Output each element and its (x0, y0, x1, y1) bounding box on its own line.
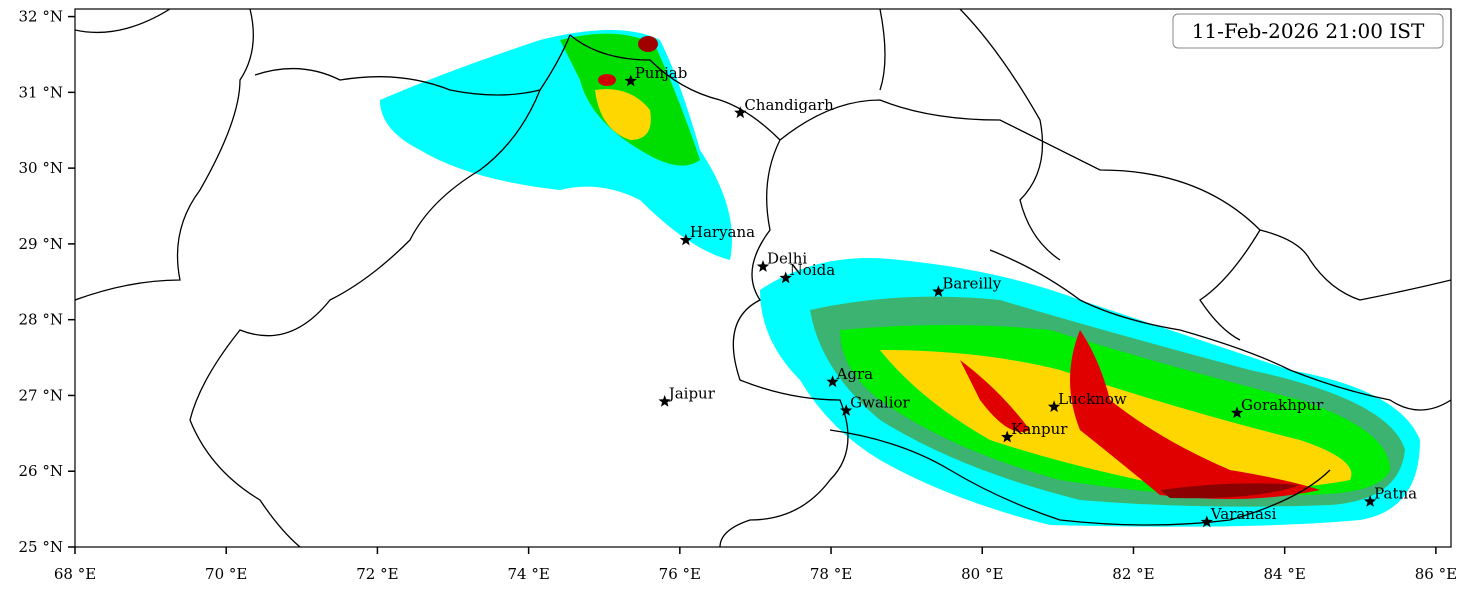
x-tick-label: 82 °E (1112, 565, 1154, 583)
se-band (760, 258, 1420, 527)
city-label: Gwalior (850, 394, 910, 412)
city-label: Haryana (690, 223, 755, 241)
y-tick-label: 31 °N (19, 83, 63, 101)
x-tick-label: 72 °E (356, 565, 398, 583)
nw-cell (380, 30, 732, 260)
city-label: Punjab (635, 64, 688, 82)
boundaries (75, 9, 1451, 547)
y-tick-label: 25 °N (19, 538, 63, 556)
city-label: Noida (790, 261, 836, 279)
precipitation (380, 30, 1420, 527)
city-marker (624, 74, 637, 87)
x-tick-label: 86 °E (1415, 565, 1457, 583)
city-marker (658, 395, 671, 407)
city-marker (932, 285, 945, 297)
y-tick-label: 32 °N (19, 8, 63, 26)
x-tick-label: 84 °E (1264, 565, 1306, 583)
y-tick-label: 27 °N (19, 386, 63, 404)
city-marker (1230, 406, 1244, 419)
title: 11-Feb-2026 21:00 IST (1192, 19, 1425, 43)
city-label: Chandigarh (744, 96, 834, 114)
city-marker (1047, 400, 1061, 413)
x-tick-label: 76 °E (659, 565, 701, 583)
x-tick-label: 68 °E (54, 565, 96, 583)
city-marker (840, 404, 853, 416)
y-tick-label: 26 °N (19, 462, 63, 480)
x-tick-label: 74 °E (507, 565, 549, 583)
city-label: Patna (1374, 485, 1417, 503)
city-label: Varanasi (1210, 505, 1277, 523)
city-label: Agra (836, 365, 874, 383)
city-label: Jaipur (667, 385, 716, 403)
x-tick-label: 70 °E (205, 565, 247, 583)
city-marker (756, 260, 770, 272)
city-label: Gorakhpur (1241, 396, 1324, 414)
city-marker (779, 271, 792, 284)
city-label: Kanpur (1011, 420, 1068, 438)
city-marker (679, 233, 693, 246)
axes: 68 °E 70 °E 72 °E 74 °E 76 °E 78 °E 80 °E 82 °E… (19, 8, 1458, 583)
frame (74, 8, 1452, 548)
city-marker (826, 375, 839, 388)
city-marker (734, 106, 747, 119)
city-marker (1001, 430, 1014, 443)
title-box (1172, 13, 1444, 49)
x-tick-label: 78 °E (810, 565, 852, 583)
x-tick-label: 80 °E (961, 565, 1003, 583)
city-label: Bareilly (942, 275, 1001, 293)
y-tick-label: 30 °N (19, 159, 63, 177)
city-label: Delhi (767, 250, 807, 268)
city-marker (1200, 515, 1213, 528)
city-marker (1363, 495, 1377, 507)
y-tick-label: 28 °N (19, 311, 63, 329)
city-label: Lucknow (1058, 390, 1127, 408)
y-tick-label: 29 °N (19, 235, 63, 253)
